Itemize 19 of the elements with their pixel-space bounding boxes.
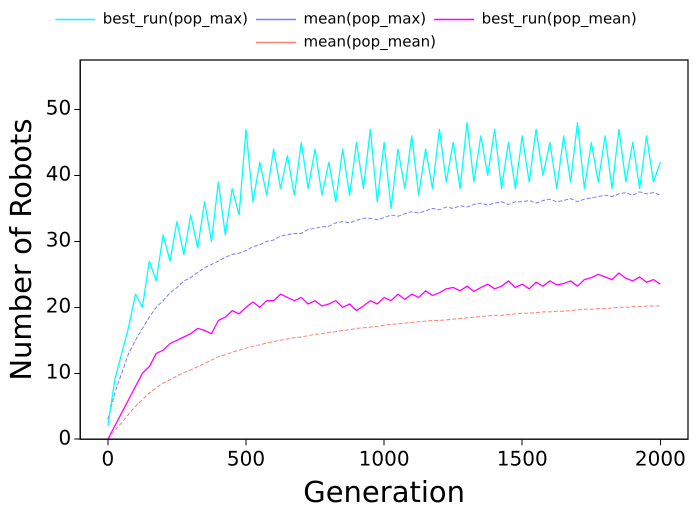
line-series [107, 191, 661, 420]
x-axis-title: Generation [303, 475, 466, 510]
y-tick-label: 40 [46, 162, 72, 186]
y-tick-label: 30 [46, 228, 72, 252]
y-tick-label: 20 [46, 294, 72, 318]
y-axis-title: Number of Robots [4, 118, 38, 381]
legend-label: mean(pop_max) [304, 9, 426, 28]
y-tick-label: 10 [46, 359, 72, 384]
legend-label: mean(pop_mean) [304, 32, 436, 50]
y-tick-label: 50 [46, 96, 72, 120]
x-tick-label: 0 [102, 446, 114, 470]
legend-label: best_run(pop_max) [102, 9, 248, 28]
y-tick-label: 0 [58, 425, 72, 450]
x-tick-label: 500 [226, 446, 266, 470]
line-series [107, 305, 661, 440]
x-tick-label: 1000 [358, 446, 410, 470]
legend-label: best_run(pop_mean) [482, 9, 637, 28]
x-tick-label: 1500 [496, 446, 548, 470]
x-tick-label: 2000 [634, 446, 686, 470]
